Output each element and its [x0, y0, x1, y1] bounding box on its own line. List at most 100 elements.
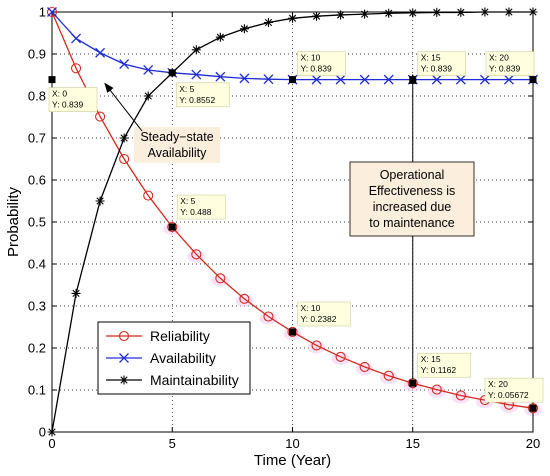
datatip: X: 5Y: 0.8552 [168, 69, 230, 108]
datatip-x: X: 15 [421, 53, 441, 63]
availability-point [479, 74, 490, 85]
availability-point [191, 69, 202, 80]
datatip-box [297, 301, 351, 327]
reliability-point [191, 249, 202, 260]
availability-point [431, 74, 442, 85]
availability-point [311, 74, 322, 85]
maintainability-point [408, 8, 418, 18]
y-tick-label: 0.7 [28, 131, 46, 146]
annotation-text: increased due [373, 200, 452, 214]
reliability-point [287, 326, 298, 338]
datatip-box [175, 82, 230, 108]
datatip-y: Y: 0.839 [301, 64, 332, 74]
maintainability-point [215, 32, 225, 42]
annotation-steady-state: Steady−state Availability [104, 82, 220, 163]
annotation-box [349, 161, 475, 237]
legend-marker [119, 375, 129, 385]
datatip-box [484, 377, 544, 403]
datatip-x: X: 0 [52, 89, 67, 99]
reliability-point [263, 311, 274, 322]
maintainability-point [456, 7, 466, 17]
reliability-shade [259, 312, 278, 325]
y-tick-label: 0.2 [28, 341, 46, 356]
legend-item-maintainability: Maintainability [106, 372, 239, 388]
maintainability-point [432, 7, 442, 17]
availability-point [143, 65, 154, 75]
reliability-point [239, 293, 250, 304]
maintainability-point [360, 9, 370, 19]
reliability-point [359, 361, 370, 372]
maintainability-point [263, 18, 273, 27]
datatip-marker [168, 69, 176, 77]
maintainability-point [95, 196, 105, 206]
y-tick-label: 0.9 [28, 47, 46, 62]
maintainability-point [480, 7, 490, 17]
datatip: X: 10Y: 0.2382 [289, 301, 351, 336]
datatip-y: Y: 0.05672 [488, 390, 529, 400]
y-tick-label: 0.5 [28, 215, 46, 230]
datatip-y: Y: 0.839 [489, 64, 520, 74]
y-axis-label: Probability [5, 186, 22, 257]
reliability-point [143, 190, 154, 201]
reliability-shade [307, 341, 326, 354]
datatip-x: X: 20 [489, 53, 509, 63]
datatip-x: X: 5 [180, 196, 195, 206]
availability-point [119, 59, 130, 70]
maintainability-point [191, 45, 201, 55]
datatip-box [417, 51, 467, 76]
datatip-box [48, 87, 98, 112]
reliability-point [215, 273, 226, 284]
datatip-x: X: 20 [488, 379, 508, 389]
y-tick-label: 0.8 [28, 89, 46, 104]
datatip-y: Y: 0.2382 [301, 314, 337, 324]
datatip-marker [48, 76, 56, 84]
annotation-arrow [104, 82, 143, 132]
datatip-marker [409, 76, 417, 84]
reliability-point [527, 403, 539, 414]
y-tick-label: 0 [39, 425, 46, 440]
datatip-box [176, 194, 226, 220]
legend-marker [118, 330, 130, 342]
datatip: X: 15Y: 0.1162 [409, 352, 472, 387]
maintainability-point [143, 91, 153, 101]
annotation-text: to maintenance [369, 216, 455, 230]
datatip-y: Y: 0.839 [421, 64, 452, 74]
annotation-text: Availability [148, 146, 208, 160]
datatip-marker [529, 76, 537, 84]
x-tick-label: 20 [526, 436, 540, 451]
legend-item-reliability: Reliability [106, 328, 210, 344]
datatip: X: 20Y: 0.05672 [484, 377, 544, 412]
datatip-marker [289, 76, 296, 84]
datatip-y: Y: 0.488 [180, 207, 211, 217]
annotations: Steady−state Availability Operational Effec… [104, 73, 475, 380]
datatip-box [485, 51, 535, 76]
datatip: X: 15Y: 0.839 [409, 51, 467, 84]
reliability-shade [235, 294, 254, 307]
maintainability-point [528, 7, 538, 17]
legend-label: Maintainability [150, 372, 239, 388]
availability-point [215, 71, 226, 82]
datatip-box [417, 352, 472, 378]
availability-point [71, 33, 82, 44]
datatip-y: Y: 0.839 [52, 100, 83, 110]
x-tick-label: 5 [169, 436, 176, 451]
availability-point [239, 73, 250, 84]
datatip: X: 20Y: 0.839 [485, 51, 537, 84]
y-tick-label: 0.4 [28, 257, 46, 272]
y-tick-label: 0.3 [28, 299, 46, 314]
reliability-point [383, 370, 394, 381]
annotation-text: Steady−state [140, 130, 213, 144]
reliability-point [71, 63, 82, 74]
annotation-box [134, 127, 220, 163]
availability-point [455, 74, 466, 85]
legend-label: Availability [150, 350, 216, 366]
datatip-x: X: 10 [301, 53, 321, 63]
availability-point [383, 74, 394, 85]
annotation-operational: Operational Effectiveness is increased due… [349, 73, 475, 380]
datatip-marker [409, 379, 417, 387]
reliability-point [455, 390, 466, 401]
reliability-point [167, 221, 178, 233]
maintainability-point [384, 8, 394, 18]
availability-point [335, 74, 346, 85]
